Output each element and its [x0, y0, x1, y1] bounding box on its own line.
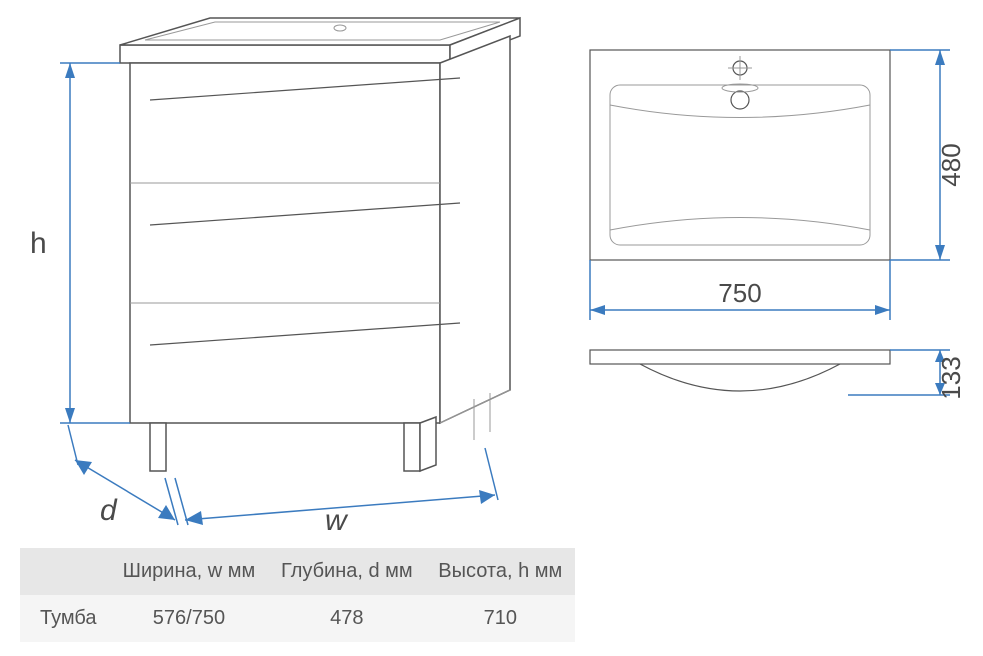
axis-d-label: d [100, 494, 118, 527]
col-blank [20, 548, 110, 595]
cell-name: Тумба [20, 595, 110, 642]
axis-w-label: w [325, 504, 349, 537]
col-width: Ширина, w мм [110, 548, 268, 595]
table-row: Тумба 576/750 478 710 [20, 595, 575, 642]
dimensions-table: Ширина, w мм Глубина, d мм Высота, h мм … [20, 548, 575, 642]
col-height: Высота, h мм [426, 548, 575, 595]
sink-side-drawing: 133 [560, 340, 980, 460]
axis-h-label: h [30, 227, 47, 260]
dim-480: 480 [936, 143, 966, 186]
dim-750: 750 [718, 278, 761, 308]
col-depth: Глубина, d мм [268, 548, 425, 595]
cell-height: 710 [426, 595, 575, 642]
cabinet-drawing: h d w [0, 0, 560, 540]
cell-width: 576/750 [110, 595, 268, 642]
dim-133: 133 [936, 356, 966, 399]
cell-depth: 478 [268, 595, 425, 642]
sink-top-drawing: 480 750 [560, 30, 980, 340]
